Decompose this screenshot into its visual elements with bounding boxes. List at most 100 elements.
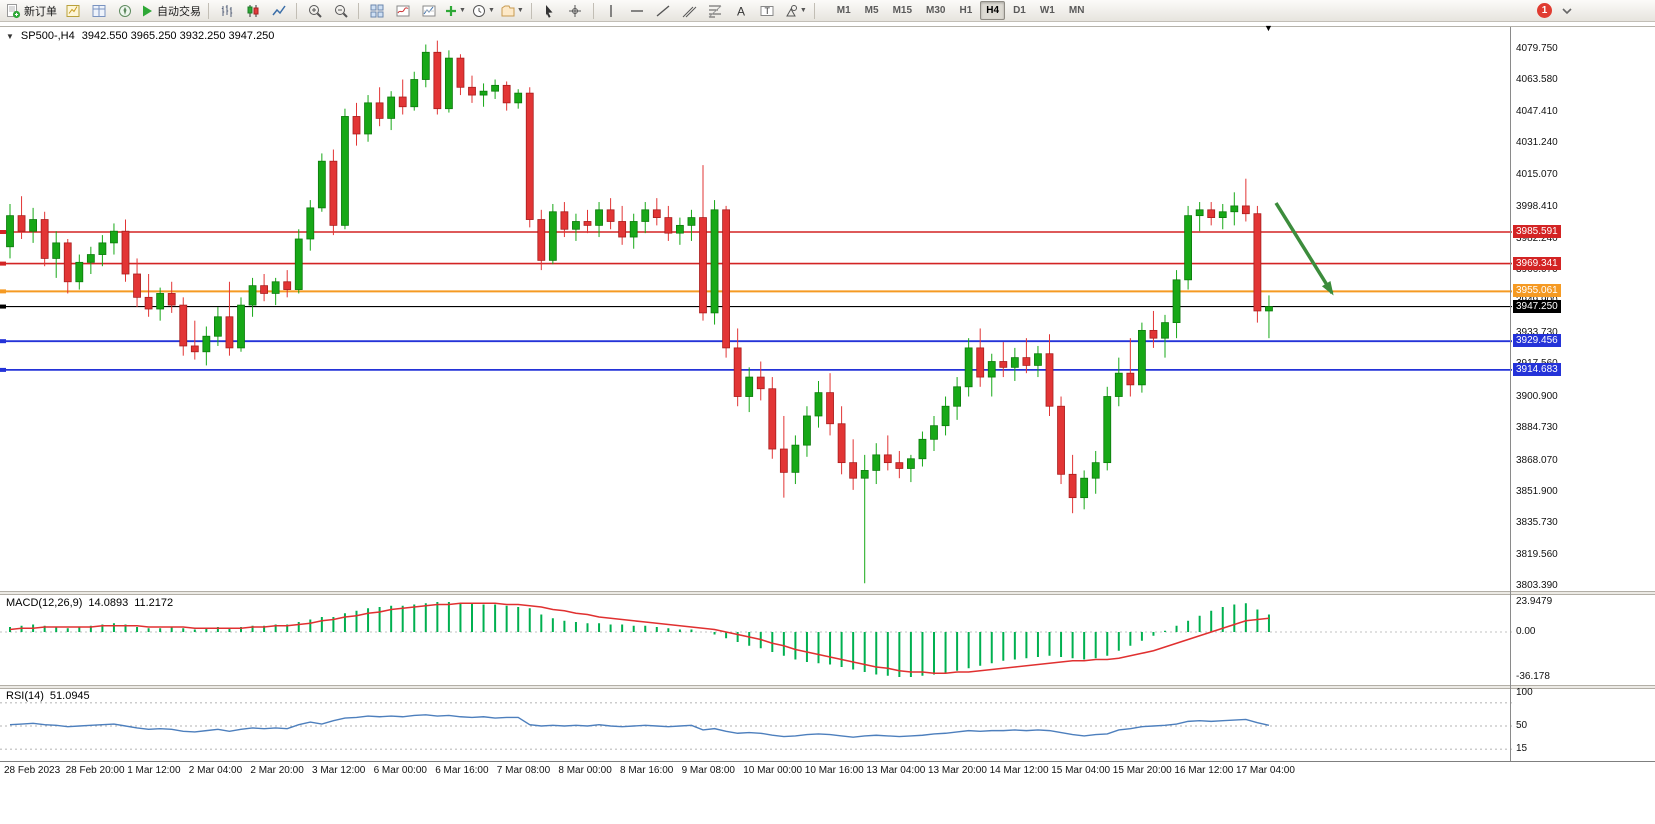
cursor-button[interactable] (537, 1, 562, 20)
candle (144, 296, 153, 310)
chevron-down-icon: ▼ (487, 7, 495, 14)
crosshair-button[interactable] (563, 1, 588, 20)
price-tick: 3884.730 (1516, 422, 1558, 434)
rsi-axis-value: 50 (1516, 720, 1528, 731)
candle (1265, 306, 1273, 312)
candle (930, 425, 938, 440)
macd-axis-value: 23.9479 (1516, 596, 1553, 608)
time-label: 13 Mar 04:00 (866, 765, 926, 776)
indicators-icon (396, 5, 409, 16)
price-axis[interactable]: 4079.750 4063.580 4047.410 4031.240 4015.070… (1512, 27, 1655, 779)
tile-windows-button[interactable] (364, 1, 389, 20)
time-label: 14 Mar 12:00 (989, 765, 1049, 776)
macd-name: MACD(12,26,9) (6, 597, 83, 609)
indicator-list-button[interactable] (416, 1, 441, 20)
text-button[interactable]: A (729, 1, 754, 20)
period-button[interactable]: ▼ (469, 1, 497, 20)
candle (156, 293, 165, 310)
channel-button[interactable] (677, 1, 702, 20)
candle (687, 217, 696, 226)
timeframe-button-w1[interactable]: W1 (1039, 5, 1055, 16)
candle (1218, 211, 1227, 218)
indicators-button[interactable] (390, 1, 415, 20)
market-watch-button[interactable] (60, 1, 85, 20)
candle (572, 221, 580, 230)
autotrading-button[interactable]: 自动交易 (138, 1, 203, 20)
timeframe-button-mn[interactable]: MN (1068, 5, 1085, 16)
candle (110, 230, 118, 244)
main-chart-canvas[interactable] (0, 27, 1512, 591)
candle (756, 376, 765, 390)
timeframe-button-h1[interactable]: H1 (959, 5, 973, 16)
trendline-button[interactable] (651, 1, 676, 20)
candle (722, 209, 730, 349)
timeframe-button-m5[interactable]: M5 (864, 5, 879, 16)
zoom-in-button[interactable] (302, 1, 327, 20)
shapes-button[interactable]: ▼ (781, 1, 809, 20)
timeframe-button-m30[interactable]: M30 (926, 5, 946, 16)
data-window-button[interactable] (86, 1, 111, 20)
candlestick-chart-button[interactable] (240, 1, 265, 20)
macd-canvas[interactable] (0, 595, 1512, 685)
toolbar-right-group: 1 (1537, 3, 1574, 18)
templates-button[interactable]: ▼ (498, 1, 526, 20)
horizontal-line-icon (631, 9, 644, 12)
panel-splitter[interactable] (0, 685, 1655, 689)
zoom-out-icon (334, 4, 348, 18)
price-badge: 3985.591 (1513, 225, 1561, 238)
level-handle[interactable] (0, 230, 6, 235)
panel-splitter[interactable] (0, 591, 1655, 595)
chart-dropdown-marker: ▼ (1264, 23, 1273, 33)
candle (17, 215, 26, 232)
level-handle[interactable] (0, 367, 6, 372)
add-indicator-button[interactable]: ▼ (442, 1, 468, 20)
timeframe-button-m1[interactable]: M1 (836, 5, 851, 16)
time-axis[interactable]: 28 Feb 2023 28 Feb 20:00 1 Mar 12:00 2 Mar … (0, 761, 1655, 780)
label-button[interactable]: T (755, 1, 780, 20)
line-chart-button[interactable] (266, 1, 291, 20)
time-label: 16 Mar 12:00 (1174, 765, 1234, 776)
candle (248, 285, 257, 306)
candle (1091, 462, 1100, 479)
vertical-line-button[interactable] (599, 1, 624, 20)
arrow-annotation-head (1321, 281, 1334, 296)
chart-ohlc-values: 3942.550 3965.250 3932.250 3947.250 (81, 30, 275, 42)
fibonacci-button[interactable] (703, 1, 728, 20)
time-label: 8 Mar 16:00 (620, 765, 674, 776)
level-handle[interactable] (0, 304, 6, 309)
candle (341, 116, 349, 226)
candle (826, 392, 834, 425)
zoom-out-button[interactable] (328, 1, 353, 20)
chart-header: ▼ SP500-,H4 3942.550 3965.250 3932.250 3… (6, 30, 274, 42)
new-order-button[interactable]: 新订单 (3, 1, 59, 20)
candle (1080, 477, 1089, 499)
arrow-annotation[interactable] (1274, 202, 1334, 294)
timeframe-button-m15[interactable]: M15 (892, 5, 913, 16)
horizontal-line-button[interactable] (625, 1, 650, 20)
candle (202, 335, 211, 353)
chevron-down-icon[interactable] (1560, 4, 1574, 18)
candle (976, 347, 985, 378)
rsi-canvas[interactable] (0, 689, 1512, 759)
candle (641, 209, 650, 222)
macd-signal-value: 11.2172 (134, 597, 174, 609)
navigator-button[interactable] (112, 1, 137, 20)
candle (941, 405, 950, 427)
notification-badge[interactable]: 1 (1537, 3, 1552, 18)
time-label: 17 Mar 04:00 (1236, 765, 1295, 776)
candle (860, 470, 869, 479)
timeframe-button-d1[interactable]: D1 (1013, 5, 1026, 16)
macd-axis-value: 0.00 (1516, 626, 1536, 637)
level-handle[interactable] (0, 261, 6, 266)
candle (1034, 353, 1042, 366)
candle (468, 86, 476, 96)
level-handle[interactable] (0, 339, 6, 344)
timeframe-button-h4[interactable]: H4 (980, 1, 1006, 20)
bar-chart-button[interactable] (214, 1, 239, 20)
candle (121, 230, 130, 275)
collapse-triangle-icon[interactable]: ▼ (6, 31, 14, 41)
candle (410, 79, 419, 108)
candle (63, 242, 72, 283)
toolbar-separator (813, 2, 815, 19)
level-handle[interactable] (0, 289, 6, 294)
